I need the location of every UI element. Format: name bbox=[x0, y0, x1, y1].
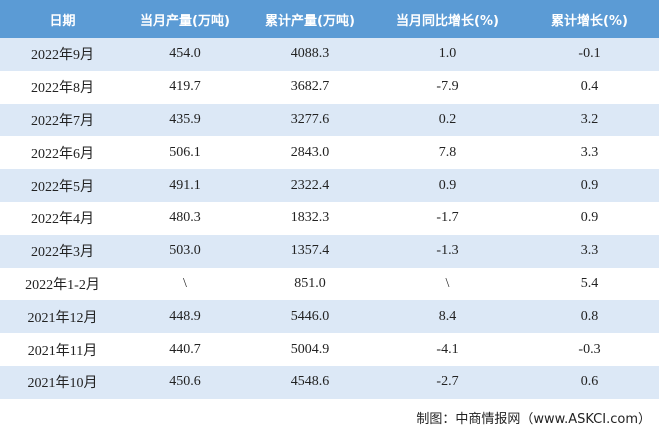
value-cell: -1.3 bbox=[375, 234, 520, 268]
value-cell: \ bbox=[125, 267, 245, 301]
table-row: 2022年4月 480.3 1832.3 -1.7 0.9 bbox=[0, 201, 659, 235]
value-cell: 480.3 bbox=[125, 201, 245, 235]
value-cell: 3.2 bbox=[520, 103, 659, 137]
value-cell: 4548.6 bbox=[245, 365, 375, 399]
value-cell: 3.3 bbox=[520, 136, 659, 170]
date-cell: 2022年4月 bbox=[0, 201, 125, 235]
table-row: 2021年12月 448.9 5446.0 8.4 0.8 bbox=[0, 300, 659, 334]
date-cell: 2022年3月 bbox=[0, 234, 125, 268]
value-cell: 4088.3 bbox=[245, 38, 375, 71]
value-cell: 3277.6 bbox=[245, 103, 375, 137]
value-cell: 5004.9 bbox=[245, 333, 375, 366]
value-cell: 0.9 bbox=[520, 201, 659, 235]
date-cell: 2021年12月 bbox=[0, 300, 125, 334]
value-cell: 851.0 bbox=[245, 267, 375, 301]
value-cell: 5446.0 bbox=[245, 300, 375, 334]
value-cell: 0.8 bbox=[520, 300, 659, 334]
header-cell: 累计增长(%) bbox=[520, 0, 659, 38]
date-cell: 2021年10月 bbox=[0, 365, 125, 399]
table-row: 2022年9月 454.0 4088.3 1.0 -0.1 bbox=[0, 38, 659, 71]
value-cell: 5.4 bbox=[520, 267, 659, 301]
data-table: 日期 当月产量(万吨) 累计产量(万吨) 当月同比增长(%) 累计增长(%) 2022年… bbox=[0, 0, 659, 399]
footer: 制图：中商情报网（www.ASKCI.com） bbox=[416, 412, 651, 427]
date-cell: 2022年7月 bbox=[0, 103, 125, 137]
value-cell: 2843.0 bbox=[245, 136, 375, 170]
table-body: 2022年9月 454.0 4088.3 1.0 -0.1 2022年8月 419.7 368… bbox=[0, 38, 659, 399]
value-cell: -1.7 bbox=[375, 201, 520, 235]
value-cell: 440.7 bbox=[125, 333, 245, 366]
table-row: 2022年5月 491.1 2322.4 0.9 0.9 bbox=[0, 169, 659, 202]
header-cell: 当月同比增长(%) bbox=[375, 0, 520, 38]
value-cell: 2322.4 bbox=[245, 169, 375, 202]
date-cell: 2022年6月 bbox=[0, 136, 125, 170]
value-cell: 3.3 bbox=[520, 234, 659, 268]
value-cell: 450.6 bbox=[125, 365, 245, 399]
value-cell: 0.6 bbox=[520, 365, 659, 399]
header-cell: 累计产量(万吨) bbox=[245, 0, 375, 38]
date-cell: 2022年8月 bbox=[0, 70, 125, 104]
value-cell: 0.9 bbox=[520, 169, 659, 202]
header-row: 日期 当月产量(万吨) 累计产量(万吨) 当月同比增长(%) 累计增长(%) bbox=[0, 0, 659, 38]
table-row: 2022年6月 506.1 2843.0 7.8 3.3 bbox=[0, 136, 659, 170]
value-cell: 1832.3 bbox=[245, 201, 375, 235]
table-row: 2022年1-2月 \ 851.0 \ 5.4 bbox=[0, 267, 659, 301]
value-cell: 419.7 bbox=[125, 70, 245, 104]
value-cell: 1357.4 bbox=[245, 234, 375, 268]
header-cell: 当月产量(万吨) bbox=[125, 0, 245, 38]
value-cell: 0.2 bbox=[375, 103, 520, 137]
value-cell: \ bbox=[375, 267, 520, 301]
table-row: 2022年8月 419.7 3682.7 -7.9 0.4 bbox=[0, 70, 659, 104]
table-row: 2021年11月 440.7 5004.9 -4.1 -0.3 bbox=[0, 333, 659, 366]
value-cell: 506.1 bbox=[125, 136, 245, 170]
value-cell: -0.3 bbox=[520, 333, 659, 366]
date-cell: 2022年5月 bbox=[0, 169, 125, 202]
value-cell: 0.9 bbox=[375, 169, 520, 202]
table-row: 2022年3月 503.0 1357.4 -1.3 3.3 bbox=[0, 234, 659, 268]
value-cell: 1.0 bbox=[375, 38, 520, 71]
value-cell: 454.0 bbox=[125, 38, 245, 71]
value-cell: 448.9 bbox=[125, 300, 245, 334]
value-cell: -7.9 bbox=[375, 70, 520, 104]
value-cell: 435.9 bbox=[125, 103, 245, 137]
date-cell: 2021年11月 bbox=[0, 333, 125, 366]
value-cell: 8.4 bbox=[375, 300, 520, 334]
value-cell: 7.8 bbox=[375, 136, 520, 170]
value-cell: -2.7 bbox=[375, 365, 520, 399]
table-row: 2021年10月 450.6 4548.6 -2.7 0.6 bbox=[0, 365, 659, 399]
value-cell: 0.4 bbox=[520, 70, 659, 104]
value-cell: 491.1 bbox=[125, 169, 245, 202]
table-row: 2022年7月 435.9 3277.6 0.2 3.2 bbox=[0, 103, 659, 137]
date-cell: 2022年9月 bbox=[0, 38, 125, 71]
header-cell: 日期 bbox=[0, 0, 125, 38]
date-cell: 2022年1-2月 bbox=[0, 267, 125, 301]
value-cell: 3682.7 bbox=[245, 70, 375, 104]
value-cell: 503.0 bbox=[125, 234, 245, 268]
value-cell: -4.1 bbox=[375, 333, 520, 366]
value-cell: -0.1 bbox=[520, 38, 659, 71]
